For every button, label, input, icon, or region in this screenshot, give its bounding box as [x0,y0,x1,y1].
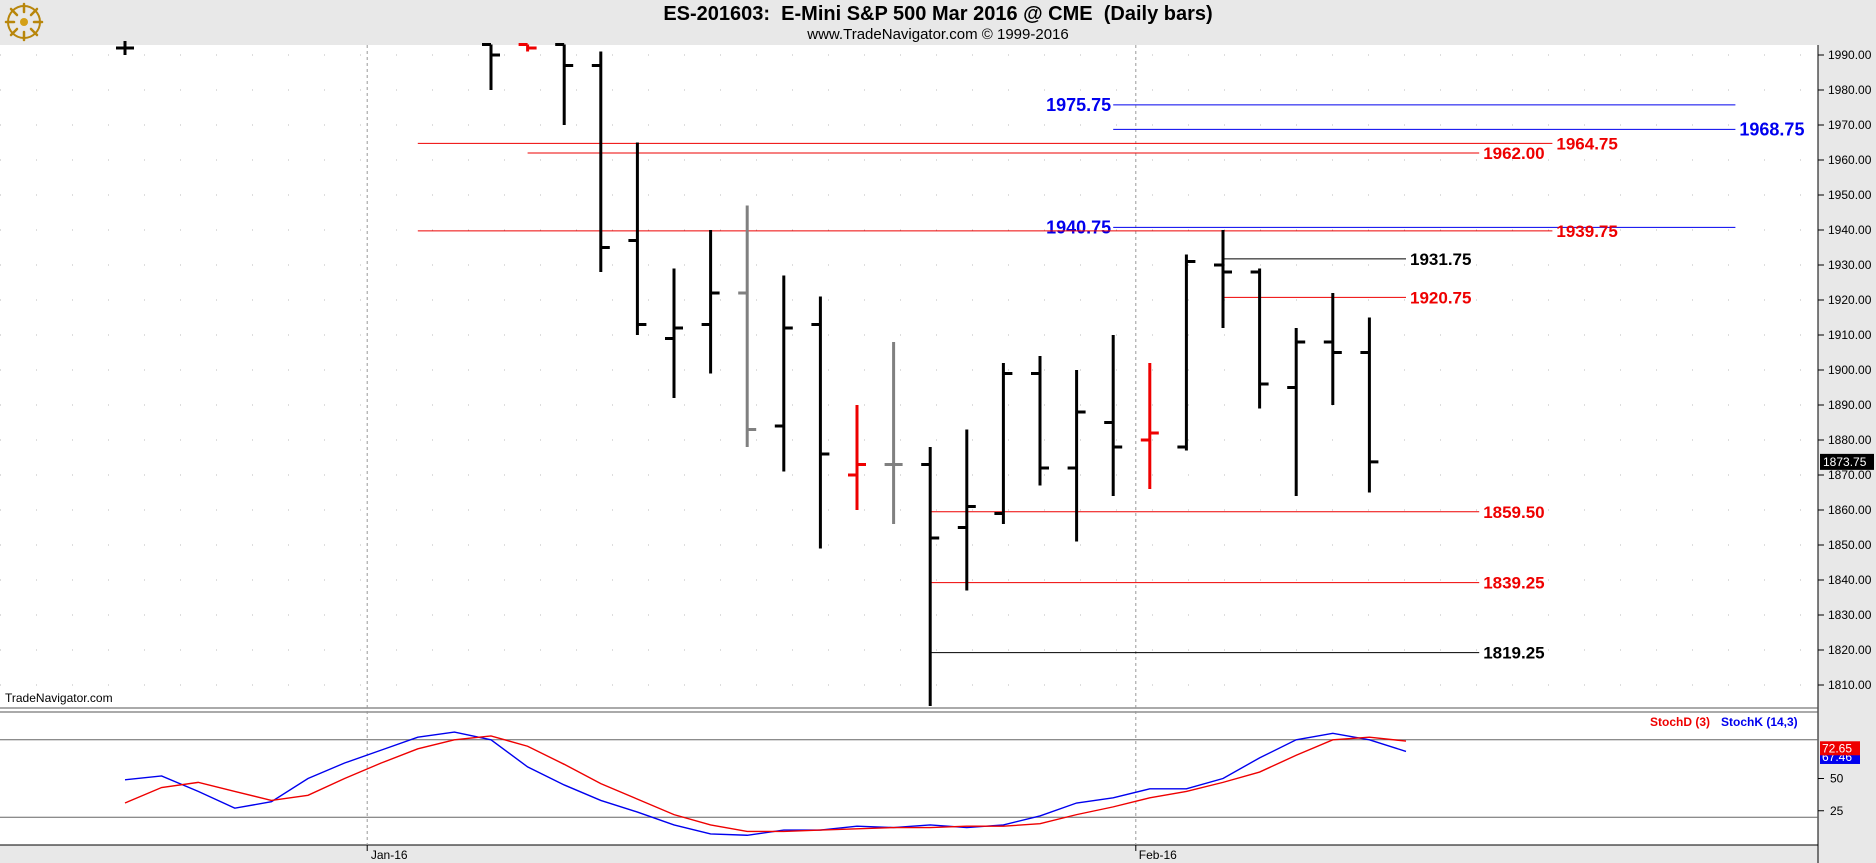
last-price-label: 1873.75 [1823,455,1867,469]
chart-title: ES-201603: E-Mini S&P 500 Mar 2016 @ CME… [663,3,1213,25]
level-label: 1962.00 [1483,144,1544,163]
y-tick-label: 1980.00 [1828,83,1872,97]
y-tick-label: 1920.00 [1828,293,1872,307]
stoch-series-line [124,735,1407,833]
y-tick-label: 1900.00 [1828,363,1872,377]
ohlc-bar [482,43,500,90]
stochd-last-label: 72.65 [1822,741,1852,755]
watermark: TradeNavigator.com [5,691,113,705]
legend-stochd: StochD (3) [1650,715,1710,729]
ohlc-bar [1140,363,1159,489]
y-tick-label: 1890.00 [1828,398,1872,412]
ohlc-bar [1360,317,1379,493]
ohlc-bar [1031,356,1049,486]
level-label: 1968.75 [1739,119,1804,139]
y-tick-label: 1940.00 [1828,223,1872,237]
stochd-last-box [1820,741,1860,756]
x-tick-label: Feb-16 [1139,848,1177,862]
level-label: 1920.75 [1410,288,1471,307]
level-label: 1939.75 [1556,222,1617,241]
ohlc-bar [848,405,866,510]
y-tick-label: 1960.00 [1828,153,1872,167]
ohlc-bar [738,205,757,447]
ohlc-bar [1104,335,1123,496]
y-tick-label: 1860.00 [1828,503,1872,517]
stoch-tick-label: 50 [1830,772,1844,786]
y-tick-label: 1870.00 [1828,468,1872,482]
x-tick-label: Jan-16 [371,848,408,862]
ohlc-bar [1067,370,1086,542]
ohlc-bar [701,230,720,374]
y-tick-label: 1910.00 [1828,328,1872,342]
x-axis-panel [0,845,1818,863]
stoch-series-line [124,731,1407,836]
legend-stochk: StochK (14,3) [1721,715,1798,729]
ohlc-bar [518,43,537,52]
chart-header [0,0,1876,45]
y-tick-label: 1840.00 [1828,573,1872,587]
ohlc-bar [811,296,830,549]
ohlc-bar [1177,254,1196,451]
level-label: 1859.50 [1483,503,1544,522]
level-label: 1940.75 [1046,217,1111,237]
ohlc-bar [957,429,976,591]
ohlc-bar [591,51,610,272]
level-label: 1819.25 [1483,644,1544,663]
level-label: 1931.75 [1410,250,1471,269]
stoch-tick-label: 25 [1830,804,1844,818]
y-tick-label: 1850.00 [1828,538,1872,552]
ohlc-bar [1214,230,1232,328]
ohlc-bar [1287,328,1306,496]
ohlc-bar [774,275,793,472]
ohlc-bar [994,363,1013,524]
level-label: 1975.75 [1046,95,1111,115]
chart-subtitle: www.TradeNavigator.com © 1999-2016 [807,26,1069,43]
ohlc-bar [1250,268,1269,409]
y-tick-label: 1950.00 [1828,188,1872,202]
y-tick-label: 1820.00 [1828,643,1872,657]
y-tick-label: 1880.00 [1828,433,1872,447]
level-label: 1839.25 [1483,574,1544,593]
ohlc-bar [628,142,647,335]
y-tick-label: 1970.00 [1828,118,1872,132]
level-label: 1964.75 [1556,134,1617,153]
y-tick-label: 1990.00 [1828,48,1872,62]
ohlc-bar [555,43,574,125]
ohlc-bar [116,41,134,55]
y-tick-label: 1830.00 [1828,608,1872,622]
logo-icon [4,2,44,42]
y-tick-label: 1810.00 [1828,678,1872,692]
last-price-box [1820,453,1874,470]
ohlc-bar [665,268,683,398]
ohlc-bar [1323,293,1342,405]
ohlc-bar [921,447,940,706]
ohlc-bar [884,342,903,524]
y-tick-label: 1930.00 [1828,258,1872,272]
